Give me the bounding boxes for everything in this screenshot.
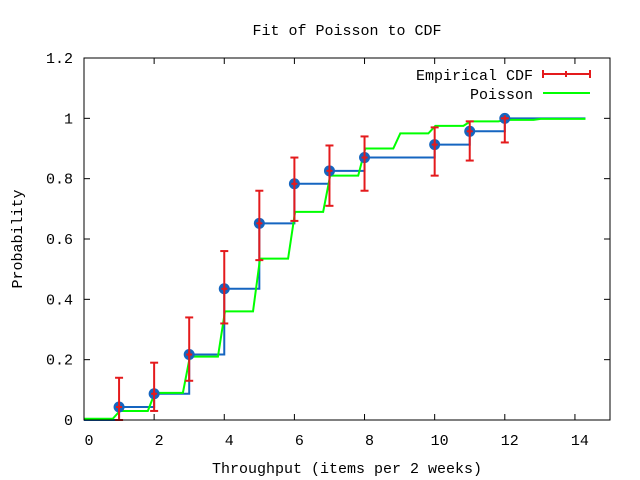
error-bar — [465, 120, 474, 162]
x-tick-label: 8 — [365, 433, 374, 450]
error-bar — [290, 156, 299, 222]
y-tick-label: 0.2 — [46, 353, 73, 370]
x-tick-label: 4 — [225, 433, 234, 450]
legend-label-empirical: Empirical CDF — [416, 68, 533, 85]
error-bar — [185, 316, 194, 382]
plot-frame — [83, 57, 611, 421]
y-tick-label: 1.2 — [46, 51, 73, 68]
x-tick-label: 14 — [571, 433, 589, 450]
y-tick-label: 1 — [64, 111, 73, 128]
error-bar — [360, 135, 369, 192]
x-tick-label: 12 — [501, 433, 519, 450]
y-tick-label: 0 — [64, 413, 73, 430]
legend-label-poisson: Poisson — [470, 87, 533, 104]
x-tick-label: 6 — [295, 433, 304, 450]
x-tick-label: 10 — [431, 433, 449, 450]
legend-sample-empirical — [542, 70, 591, 78]
error-bar — [220, 250, 229, 325]
error-bar — [150, 361, 159, 412]
error-bar — [255, 189, 264, 262]
empirical-step-line — [84, 117, 586, 421]
x-axis-label: Throughput (items per 2 weeks) — [212, 461, 482, 478]
error-bar — [325, 144, 334, 207]
poisson-step-line — [84, 117, 586, 420]
y-tick-label: 0.8 — [46, 172, 73, 189]
x-tick-label: 2 — [155, 433, 164, 450]
x-tick-label: 0 — [84, 433, 93, 450]
chart-title: Fit of Poisson to CDF — [252, 23, 441, 40]
y-tick-label: 0.4 — [46, 292, 73, 309]
legend: Empirical CDF Poisson — [416, 68, 591, 104]
error-bar — [500, 115, 509, 144]
error-bar — [430, 126, 439, 177]
y-axis-label: Probability — [10, 189, 27, 288]
y-tick-label: 0.6 — [46, 232, 73, 249]
